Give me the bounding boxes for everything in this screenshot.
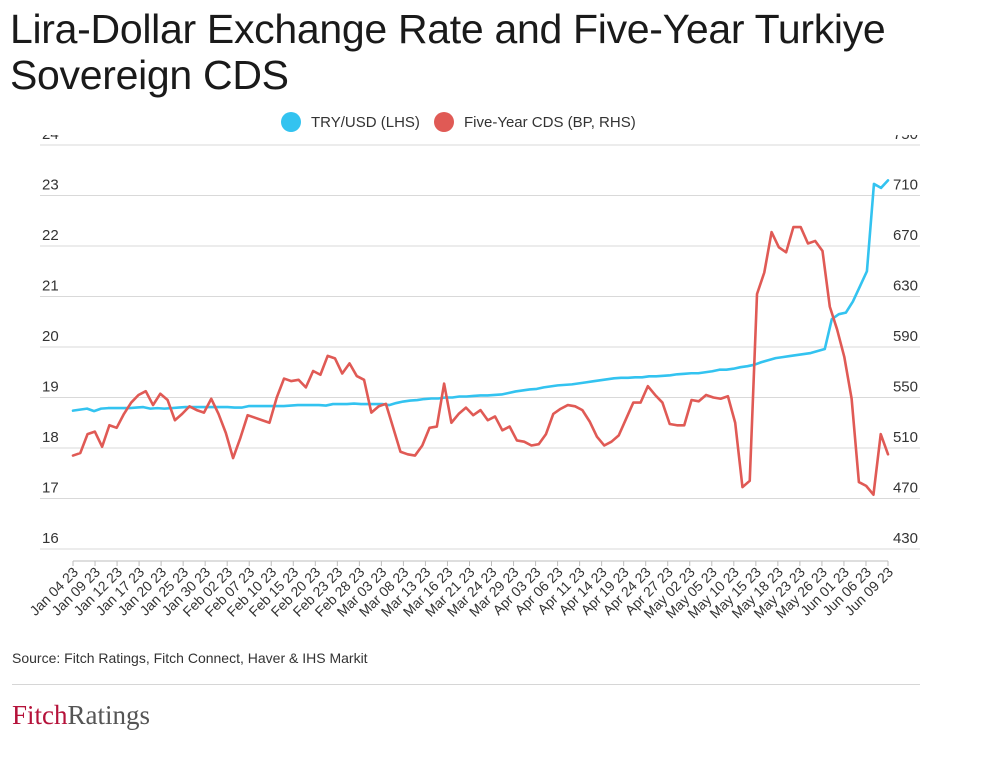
legend-item-try-usd: TRY/USD (LHS) [281,110,420,134]
right-tick-label: 590 [893,328,918,345]
right-axis-ticks: 430 470 510 550 590 630 670 710 750 [893,135,918,547]
right-tick-label: 470 [893,480,918,497]
left-tick-label: 17 [42,480,59,497]
fitch-ratings-logo: FitchRatings [12,700,150,731]
left-tick-label: 21 [42,278,59,295]
right-tick-label: 710 [893,177,918,194]
gridlines [40,144,920,550]
left-tick-label: 19 [42,379,59,396]
dual-axis-line-chart: 16 17 18 19 20 21 22 23 24 430 470 510 550 590 630 670… [26,135,920,621]
left-tick-label: 16 [42,530,59,547]
right-tick-label: 510 [893,429,918,446]
chart-title: Lira-Dollar Exchange Rate and Five-Year … [10,6,886,98]
legend: TRY/USD (LHS) Five-Year CDS (BP, RHS) [0,110,1008,134]
legend-label-try-usd: TRY/USD (LHS) [311,113,420,131]
right-tick-label: 750 [893,135,918,143]
logo-part-fitch: Fitch [12,700,68,730]
logo-part-ratings: Ratings [67,700,151,730]
left-tick-label: 18 [42,429,59,446]
legend-item-cds: Five-Year CDS (BP, RHS) [434,110,636,134]
left-tick-label: 23 [42,177,59,194]
right-tick-label: 670 [893,227,918,244]
series-line-cds [71,225,890,497]
right-tick-label: 550 [893,379,918,396]
left-axis-ticks: 16 17 18 19 20 21 22 23 24 [42,135,59,547]
series-lines [71,179,890,497]
left-tick-label: 20 [42,328,59,345]
divider [12,684,920,685]
series-line-try-usd [71,179,890,413]
left-tick-label: 22 [42,227,59,244]
legend-swatch-try-usd [281,112,301,132]
legend-label-cds: Five-Year CDS (BP, RHS) [464,113,636,131]
right-tick-label: 630 [893,278,918,295]
right-tick-label: 430 [893,530,918,547]
legend-swatch-cds [434,112,454,132]
left-tick-label: 24 [42,135,59,143]
source-note: Source: Fitch Ratings, Fitch Connect, Ha… [12,650,368,666]
